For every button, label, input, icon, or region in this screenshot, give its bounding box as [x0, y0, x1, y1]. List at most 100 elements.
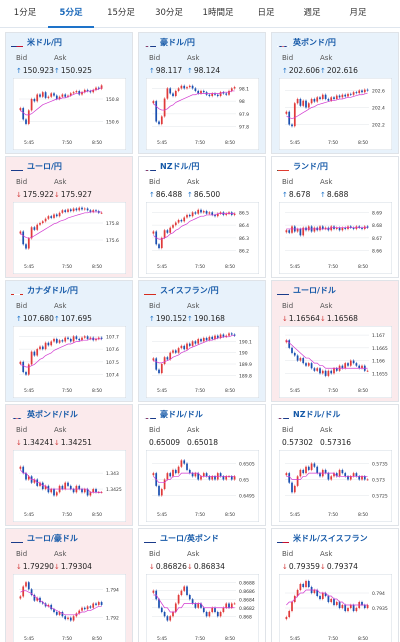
tab-timeframe[interactable]: 1分足	[13, 8, 37, 18]
currency-pair-link[interactable]: ユーロ/豪ドル	[27, 534, 78, 543]
price-chart[interactable]: 98.1 98 97.9 97.8 5:45 7:50 8:50	[146, 78, 259, 150]
tab-timeframe[interactable]: 15分足	[107, 8, 135, 18]
price-chart[interactable]: 190.1 190 189.9 189.8 5:45 7:50 8:50	[146, 326, 259, 398]
candle-body	[72, 616, 75, 621]
chart-background	[279, 326, 392, 398]
currency-card[interactable]: ユーロ/豪ドル Bid Ask ↓1.79290 ↓1.79304 1.794 1.792 5…	[5, 528, 133, 642]
price-chart[interactable]: 0.8688 0.8686 0.8684 0.8682 0.868 5:45 7:50 8:5…	[146, 574, 259, 642]
ask-price: 107.695	[60, 314, 92, 323]
candle-body	[305, 581, 307, 587]
ask-price: 175.927	[60, 190, 92, 199]
currency-pair-link[interactable]: ユーロ/英ポンド	[160, 534, 219, 543]
currency-card[interactable]: NZドル/円 Bid Ask ↑86.488 ↑86.500 86.5 86.4 86.3 86…	[138, 156, 266, 278]
currency-card[interactable]: カナダドル/円 Bid Ask ↑107.680 ↑107.695 107.7 107.6 1…	[5, 280, 133, 402]
y-tick-label: 0.573	[372, 478, 385, 484]
currency-card[interactable]: ユーロ/円 Bid Ask ↓175.922 ↓175.927 175.8 175.6 5:4…	[5, 156, 133, 278]
currency-pair-link[interactable]: 豪ドル/ドル	[160, 410, 203, 419]
y-tick-label: 0.8684	[239, 597, 255, 603]
currency-card[interactable]: ユーロ/ドル Bid Ask ↓1.16564 ↓1.16568 1.167 1.1665 1…	[271, 280, 399, 402]
tab-timeframe[interactable]: 週足	[303, 8, 321, 18]
candle-body	[81, 607, 83, 611]
candle-body	[69, 485, 72, 490]
currency-card[interactable]: ランド/円 Bid Ask ↑8.678 ↑8.688 8.69 8.68 8.67 8.66 5…	[271, 156, 399, 278]
candle-body	[293, 103, 296, 127]
currency-pair-link[interactable]: カナダドル/円	[27, 286, 78, 295]
currency-card[interactable]: 米ドル/スイスフラン Bid Ask ↓0.79359 ↓0.79374 0.794 0.7…	[271, 528, 399, 642]
currency-pair-link[interactable]: 米ドル/スイスフラン	[293, 534, 368, 543]
currency-pair-link[interactable]: ユーロ/円	[27, 162, 62, 171]
candle-body	[216, 335, 219, 338]
ask-price: 0.57316	[320, 438, 352, 447]
price-chart[interactable]: 1.343 1.3425 5:45 7:50 8:50	[13, 450, 126, 522]
currency-pair-link[interactable]: 豪ドル/円	[160, 38, 195, 47]
moving-average-line	[20, 87, 102, 116]
ask-price: 1.34251	[60, 438, 92, 447]
bid-label: Bid	[282, 54, 294, 62]
currency-pair-link[interactable]: スイスフラン/円	[160, 286, 219, 295]
candle-body	[333, 473, 335, 477]
candle-body	[78, 610, 81, 614]
price-chart[interactable]: 202.6 202.4 202.2 5:45 7:50 8:50	[279, 78, 392, 150]
candle-body	[214, 214, 216, 217]
price-chart[interactable]: 150.8 150.6 5:45 7:50 8:50	[13, 78, 126, 150]
price-chart[interactable]: 107.7 107.6 107.5 107.4 5:45 7:50 8:50	[13, 326, 126, 398]
price-chart[interactable]: 1.794 1.792 5:45 7:50 8:50	[13, 574, 126, 642]
tab-timeframe[interactable]: 月足	[349, 8, 367, 18]
chart-svg: 107.7 107.6 107.5 107.4 5:45 7:50 8:50	[13, 326, 126, 398]
currency-pair-link[interactable]: 英ポンド/ドル	[27, 410, 78, 419]
candle-body	[64, 616, 67, 620]
currency-card[interactable]: 米ドル/円 Bid Ask ↑150.923 ↑150.925 150.8 150.6 5:4…	[5, 32, 133, 154]
tab-timeframe[interactable]: 5分足	[48, 0, 94, 28]
tab-timeframe[interactable]: 日足	[257, 8, 275, 18]
candle-body	[33, 227, 36, 230]
candle-body	[89, 91, 92, 93]
candle-body	[361, 476, 363, 480]
candle-body	[366, 226, 369, 228]
candle-body	[41, 602, 44, 604]
candle-body	[202, 90, 205, 93]
currency-card[interactable]: スイスフラン/円 Bid Ask ↑190.152 ↑190.168 190.1 190 18…	[138, 280, 266, 402]
currency-pair-link[interactable]: ユーロ/ドル	[293, 286, 336, 295]
candle-body	[194, 88, 197, 91]
x-tick-label: 7:50	[62, 140, 72, 146]
price-chart[interactable]: 175.8 175.6 5:45 7:50 8:50	[13, 202, 126, 274]
currency-pair-link[interactable]: ランド/円	[293, 162, 328, 171]
price-chart[interactable]: 0.5735 0.573 0.5725 5:45 7:50 8:50	[279, 450, 392, 522]
currency-pair-link[interactable]: 米ドル/円	[27, 38, 62, 47]
currency-card[interactable]: NZドル/ドル Bid Ask 0.57302 0.57316 0.5735 0.573 0.…	[271, 404, 399, 526]
arrow-up-icon: ↑	[16, 315, 22, 323]
candle-body	[22, 361, 25, 373]
currency-pair-link[interactable]: NZドル/ドル	[293, 410, 341, 419]
y-tick-label: 189.9	[239, 362, 252, 368]
currency-pair-link[interactable]: 英ポンド/円	[293, 38, 336, 47]
candle-body	[225, 476, 228, 480]
price-chart[interactable]: 86.5 86.4 86.3 86.2 5:45 7:50 8:50	[146, 202, 259, 274]
candle-body	[67, 209, 69, 212]
tab-timeframe[interactable]: 1時間足	[202, 8, 234, 18]
price-chart[interactable]: 0.794 0.7935 5:45 7:50 8:50	[279, 574, 392, 642]
candle-body	[152, 590, 155, 593]
candle-body	[25, 582, 27, 587]
currency-card[interactable]: 豪ドル/ドル Bid Ask 0.65009 0.65018 0.6505 0.65 0.64…	[138, 404, 266, 526]
tab-timeframe[interactable]: 30分足	[155, 8, 183, 18]
candle-body	[89, 210, 92, 212]
currency-card[interactable]: 英ポンド/ドル Bid Ask ↓1.34241 ↓1.34251 1.343 1.3425…	[5, 404, 133, 526]
currency-card[interactable]: 英ポンド/円 Bid Ask ↑202.606 ↑202.616 202.6 202.4 20…	[271, 32, 399, 154]
price-chart[interactable]: 8.69 8.68 8.67 8.66 5:45 7:50 8:50	[279, 202, 392, 274]
candle-body	[83, 208, 86, 210]
bid-label: Bid	[16, 302, 28, 310]
chart-svg: 0.6505 0.65 0.6495 5:45 7:50 8:50	[146, 450, 259, 522]
moving-average-line	[286, 227, 368, 230]
candle-body	[33, 479, 36, 483]
candle-body	[230, 476, 233, 480]
price-chart[interactable]: 0.6505 0.65 0.6495 5:45 7:50 8:50	[146, 450, 259, 522]
y-tick-label: 8.68	[372, 223, 382, 229]
price-chart[interactable]: 1.167 1.1665 1.166 1.1655 5:45 7:50 8:50	[279, 326, 392, 398]
currency-card[interactable]: 豪ドル/円 Bid Ask ↑98.117 ↑98.124 98.1 98 97.9 97.8 5…	[138, 32, 266, 154]
currency-card[interactable]: ユーロ/英ポンド Bid Ask ↓0.86826 ↓0.86834 0.8688 0.86…	[138, 528, 266, 642]
candle-body	[316, 590, 319, 596]
currency-pair-link[interactable]: NZドル/円	[160, 162, 200, 171]
x-tick-label: 7:50	[62, 264, 72, 270]
candle-body	[188, 214, 191, 217]
candle-body	[25, 119, 27, 124]
